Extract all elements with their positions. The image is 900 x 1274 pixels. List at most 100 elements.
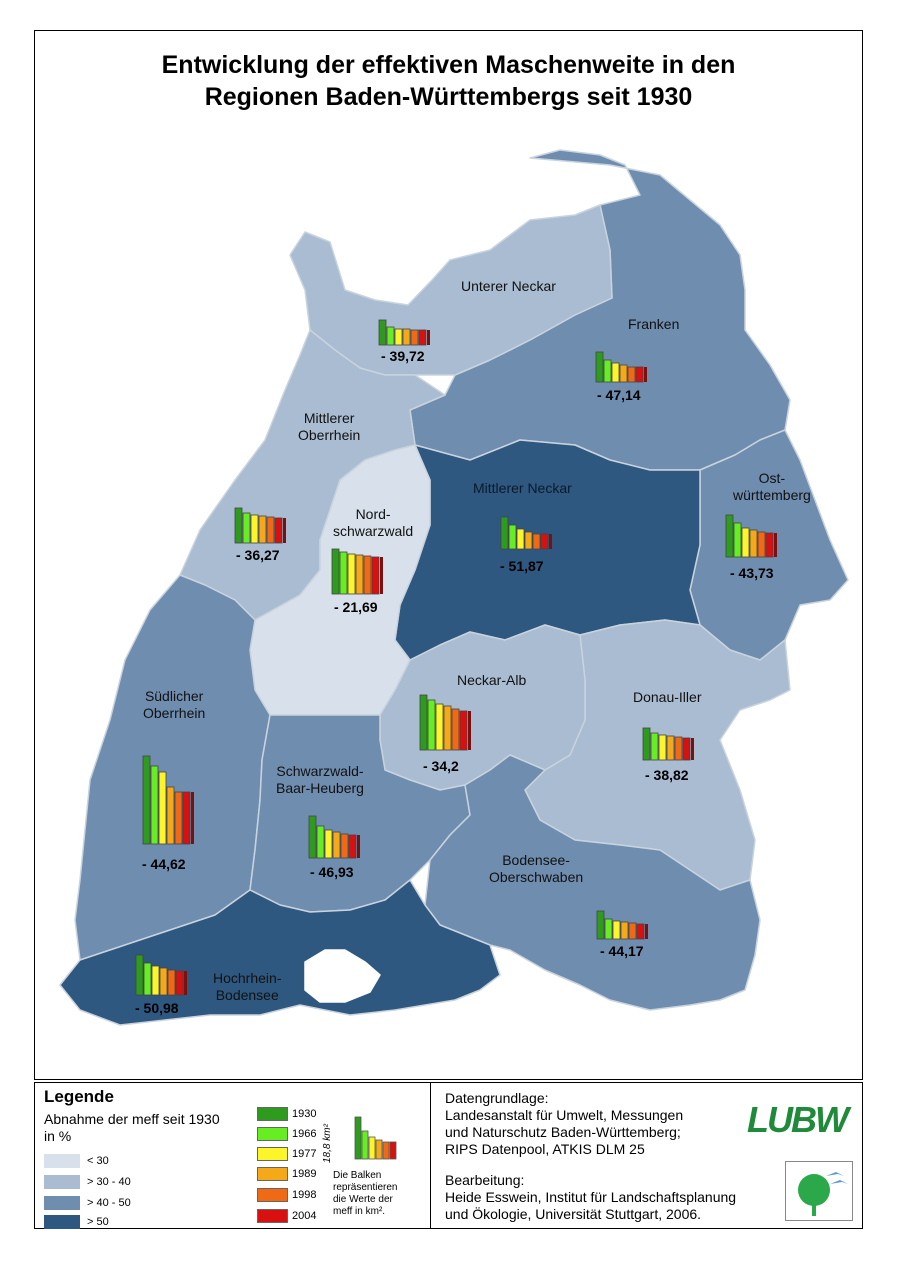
legend-note-line: Die Balken (333, 1170, 382, 1181)
legend-class-label: > 40 - 50 (87, 1197, 131, 1209)
legend-year-swatch-1930 (257, 1107, 288, 1121)
legend-subtitle: Abnahme der meff seit 1930 in % (44, 1111, 254, 1145)
bar-1998 (266, 516, 275, 544)
bar-1998 (174, 791, 183, 845)
legend-year-swatch-1966 (257, 1127, 288, 1141)
title-line-2: Regionen Baden-Württembergs seit 1930 (204, 83, 693, 111)
bar-1998 (757, 531, 766, 558)
label-line: Schwarzwald- (276, 763, 364, 779)
source-line: und Ökologie, Universität Stuttgart, 200… (445, 1206, 702, 1222)
legend-year-swatch-2004 (257, 1209, 288, 1223)
value-neckar-alb: - 34,2 (423, 758, 459, 774)
bar-2004 (182, 791, 191, 845)
bar-1977 (394, 328, 403, 346)
bar-1930 (331, 548, 340, 595)
legend-subtitle-line: Abnahme der meff seit 1930 (44, 1111, 220, 1127)
legend-year-label: 1989 (292, 1168, 317, 1180)
bar-shadow (184, 971, 187, 995)
bar-1966 (508, 524, 517, 550)
bar-1989 (166, 786, 175, 845)
legend-swatch-30-40 (44, 1175, 80, 1189)
bar-1977 (435, 703, 444, 751)
lake-bodensee (304, 949, 381, 1003)
label-franken: Franken (628, 316, 680, 332)
value-hochrhein-bodensee: - 50,98 (135, 1000, 179, 1016)
bar-1998 (167, 969, 176, 996)
bar-1966 (650, 732, 659, 761)
bar-shadow (691, 738, 694, 760)
label-line: Südlicher (144, 688, 204, 704)
bar-1977 (324, 829, 333, 859)
legend-year-label: 1966 (292, 1128, 317, 1140)
region-bar-chart (596, 910, 648, 940)
bar-1977 (516, 528, 525, 550)
bar-1977 (347, 553, 356, 595)
bar-1989 (443, 705, 452, 751)
bar-1930 (642, 727, 651, 761)
bar-2004 (418, 329, 427, 346)
source-heading-2: Bearbeitung: (445, 1172, 525, 1188)
legend-year-swatch-1977 (257, 1147, 288, 1161)
bar-1966 (427, 699, 436, 751)
bar-1998 (627, 366, 636, 383)
legend-swatch-lt30 (44, 1154, 80, 1168)
legend-class-label: > 30 - 40 (87, 1176, 131, 1188)
bar-1930 (135, 954, 144, 996)
bar-1998 (532, 533, 541, 550)
value-donau-iller: - 38,82 (645, 767, 689, 783)
region-bar-chart (500, 516, 552, 550)
source-line: Heide Esswein, Institut für Landschaftsp… (445, 1189, 737, 1205)
label-line: Oberschwaben (489, 869, 584, 885)
bar-1977 (611, 362, 620, 383)
legend-class-label: < 30 (87, 1155, 109, 1167)
region-bar-chart (725, 514, 777, 558)
label-bodensee-oberschwaben: Bodensee- Oberschwaben (489, 852, 583, 886)
label-donau-iller: Donau-Iller (633, 689, 702, 705)
bar-2004 (636, 923, 645, 940)
legend-subtitle-line: in % (44, 1128, 72, 1144)
bar-1966 (339, 551, 348, 595)
label-line: Bodensee- (502, 852, 570, 868)
bar-1977 (741, 527, 750, 558)
region-bar-charts (135, 319, 777, 996)
legend-divider (430, 1083, 431, 1228)
bar-1977 (250, 514, 259, 544)
source-line: und Naturschutz Baden-Württemberg; (445, 1124, 681, 1140)
legend-note: Die Balken repräsentieren die Werte der … (333, 1170, 428, 1218)
value-bodensee-oberschwaben: - 44,17 (600, 943, 644, 959)
bar-1989 (402, 328, 411, 346)
bar-1930 (500, 516, 509, 550)
bar-1930 (378, 319, 387, 346)
bar-1977 (151, 965, 160, 996)
legend-year-label: 2004 (292, 1210, 317, 1222)
bar-shadow (283, 518, 286, 543)
value-mittlerer-oberrhein: - 36,27 (236, 547, 280, 563)
bar-2004 (635, 366, 644, 383)
bar-2004 (540, 533, 549, 550)
map-title: Entwicklung der effektiven Maschenweite … (35, 49, 862, 113)
label-line: Baar-Heuberg (276, 780, 364, 796)
source-line: Landesanstalt für Umwelt, Messungen (445, 1107, 684, 1123)
legend-note-line: die Werte der (333, 1194, 393, 1205)
label-nordschwarzwald: Nord- schwarzwald (333, 506, 413, 540)
bar-2004 (175, 970, 184, 996)
label-line: Hochrhein- (213, 970, 282, 986)
label-line: Mittlerer (303, 410, 355, 426)
bar-1930 (596, 910, 605, 940)
bar-1998 (451, 708, 460, 751)
label-unterer-neckar: Unterer Neckar (461, 278, 556, 294)
bar-shadow (357, 835, 360, 858)
legend-title: Legende (44, 1087, 114, 1106)
source-heading: Datengrundlage: (445, 1090, 549, 1106)
bar-1966 (316, 825, 325, 859)
label-line: württemberg (733, 487, 811, 503)
label-mittlerer-neckar: Mittlerer Neckar (473, 480, 572, 496)
value-ostwuerttemberg: - 43,73 (730, 565, 774, 581)
bar-1989 (620, 921, 629, 940)
bar-2004 (274, 517, 283, 544)
bar-1966 (143, 962, 152, 996)
bar-1930 (419, 694, 428, 751)
value-suedlicher-oberrhein: - 44,62 (142, 856, 186, 872)
bar-shadow (644, 367, 647, 382)
label-schwarzwald-baar-heuberg: Schwarzwald- Baar-Heuberg (276, 763, 364, 797)
